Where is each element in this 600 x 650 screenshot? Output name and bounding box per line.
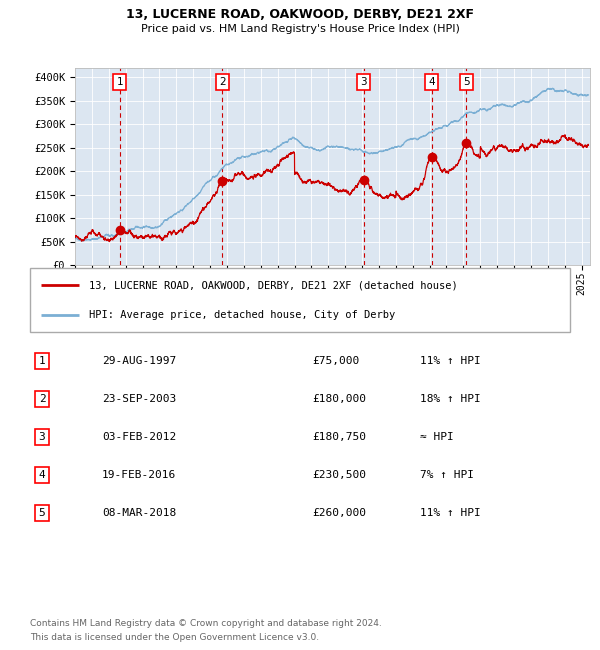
Text: 2: 2 <box>38 394 46 404</box>
Text: 13, LUCERNE ROAD, OAKWOOD, DERBY, DE21 2XF: 13, LUCERNE ROAD, OAKWOOD, DERBY, DE21 2… <box>126 8 474 21</box>
Text: £180,750: £180,750 <box>312 432 366 442</box>
Text: £180,000: £180,000 <box>312 394 366 404</box>
Text: HPI: Average price, detached house, City of Derby: HPI: Average price, detached house, City… <box>89 309 395 320</box>
Text: 3: 3 <box>38 432 46 442</box>
Text: £260,000: £260,000 <box>312 508 366 518</box>
Text: 4: 4 <box>38 470 46 480</box>
Text: 3: 3 <box>360 77 367 87</box>
Text: 5: 5 <box>463 77 470 87</box>
Text: £75,000: £75,000 <box>312 356 359 366</box>
Text: 08-MAR-2018: 08-MAR-2018 <box>102 508 176 518</box>
Text: This data is licensed under the Open Government Licence v3.0.: This data is licensed under the Open Gov… <box>30 633 319 642</box>
Text: 03-FEB-2012: 03-FEB-2012 <box>102 432 176 442</box>
Text: 18% ↑ HPI: 18% ↑ HPI <box>420 394 481 404</box>
Text: 11% ↑ HPI: 11% ↑ HPI <box>420 508 481 518</box>
Text: Price paid vs. HM Land Registry's House Price Index (HPI): Price paid vs. HM Land Registry's House … <box>140 24 460 34</box>
Text: £230,500: £230,500 <box>312 470 366 480</box>
Text: 4: 4 <box>428 77 435 87</box>
Text: 2: 2 <box>219 77 226 87</box>
Text: Contains HM Land Registry data © Crown copyright and database right 2024.: Contains HM Land Registry data © Crown c… <box>30 619 382 628</box>
Text: 13, LUCERNE ROAD, OAKWOOD, DERBY, DE21 2XF (detached house): 13, LUCERNE ROAD, OAKWOOD, DERBY, DE21 2… <box>89 280 458 291</box>
Text: ≈ HPI: ≈ HPI <box>420 432 454 442</box>
Text: 11% ↑ HPI: 11% ↑ HPI <box>420 356 481 366</box>
Text: 1: 1 <box>116 77 123 87</box>
Text: 29-AUG-1997: 29-AUG-1997 <box>102 356 176 366</box>
Text: 19-FEB-2016: 19-FEB-2016 <box>102 470 176 480</box>
Text: 7% ↑ HPI: 7% ↑ HPI <box>420 470 474 480</box>
Text: 23-SEP-2003: 23-SEP-2003 <box>102 394 176 404</box>
Text: 5: 5 <box>38 508 46 518</box>
Text: 1: 1 <box>38 356 46 366</box>
